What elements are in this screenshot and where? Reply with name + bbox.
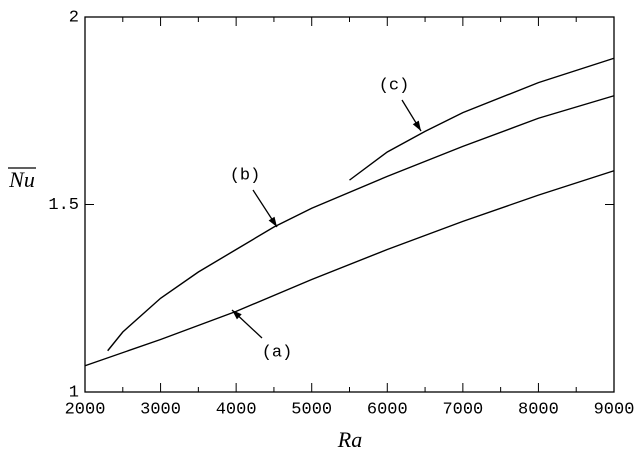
curve [84,170,615,367]
x-axis-label: Ra [337,427,362,452]
x-tick-label: 7000 [442,400,483,419]
x-tick-label: 2000 [65,400,106,419]
series-label: (b) [230,166,261,185]
x-tick-label: 5000 [291,400,332,419]
arrow-head [232,310,242,320]
y-tick-label: 1 [69,383,79,402]
plot-frame [84,16,615,393]
x-tick-label: 6000 [367,400,408,419]
curve [107,95,615,352]
arrow-head [412,120,421,131]
x-tick-label: 4000 [216,400,257,419]
arrow-head [268,216,277,227]
series-label: (a) [262,343,293,362]
x-tick-label: 8000 [518,400,559,419]
curve [349,57,615,181]
x-tick-label: 3000 [140,400,181,419]
y-tick-label: 2 [69,8,79,27]
series-label: (c) [379,76,410,95]
x-tick-label: 9000 [594,400,635,419]
y-axis-label: Nu [8,167,35,192]
y-tick-label: 1.5 [48,196,79,215]
